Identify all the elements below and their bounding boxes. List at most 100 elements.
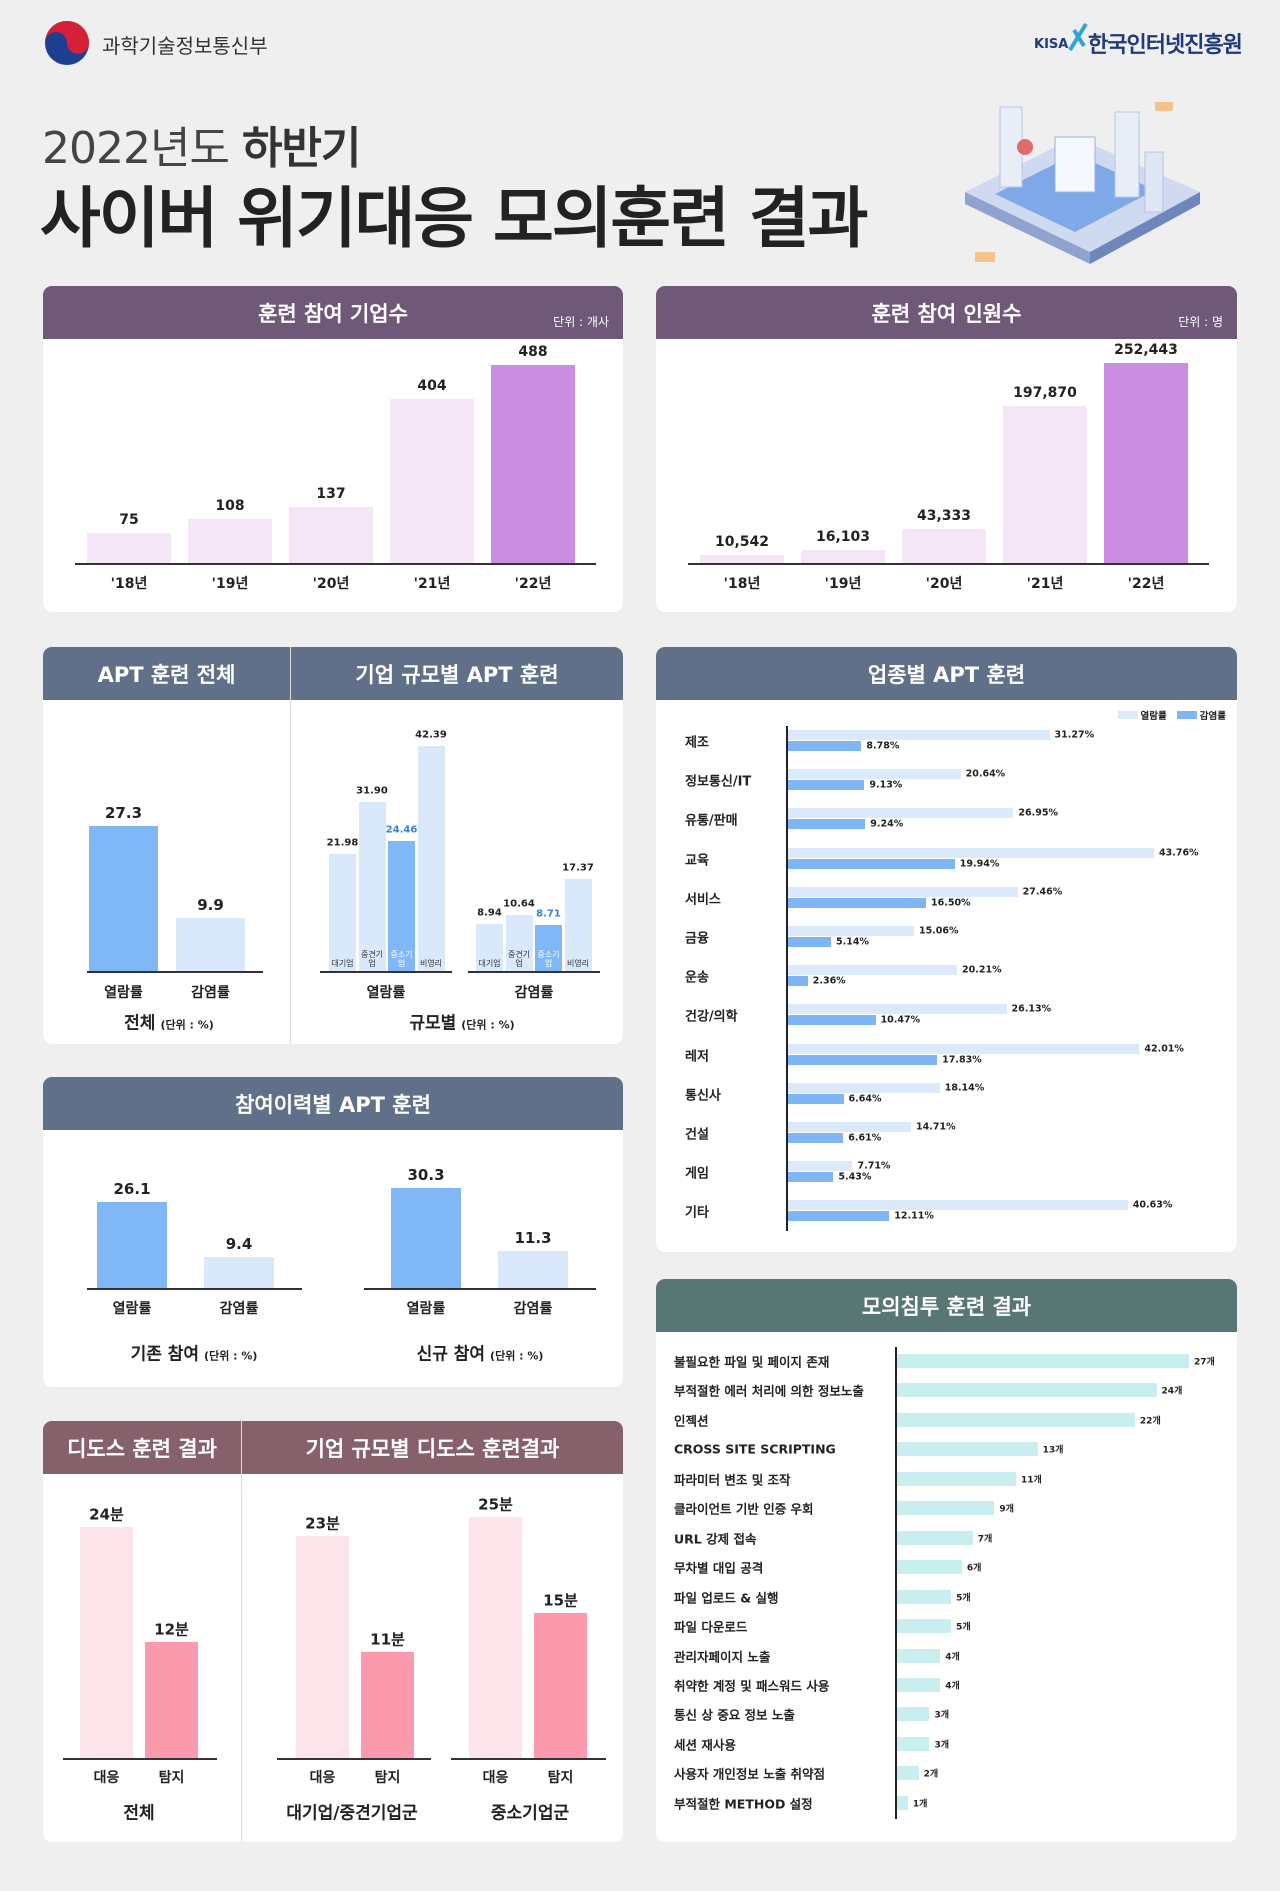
main-title: 사이버 위기대응 모의훈련 결과 xyxy=(40,180,868,257)
series-label: 중소기업 xyxy=(390,949,413,968)
baseline xyxy=(364,1288,596,1290)
y-tick-label: URL 강제 접속 xyxy=(674,1531,757,1547)
bar xyxy=(788,808,1014,819)
value-label: 9.4 xyxy=(225,1234,253,1253)
baseline xyxy=(87,971,263,973)
x-tick-label: 감염률 xyxy=(513,1301,553,1317)
value-label: 1개 xyxy=(912,1799,928,1810)
bar xyxy=(361,1651,414,1758)
bar: 대기업 xyxy=(329,854,356,971)
bar xyxy=(897,1795,908,1810)
x-tick-label: '19년 xyxy=(211,576,249,592)
value-label: 18.14% xyxy=(944,1082,985,1094)
bar xyxy=(788,1093,844,1104)
value-label: 108 xyxy=(215,498,245,515)
y-tick-label: 인젝션 xyxy=(674,1413,709,1429)
value-label: 27.46% xyxy=(1022,886,1063,898)
y-tick-label: 관리자페이지 노출 xyxy=(674,1649,771,1664)
value-label: 16,103 xyxy=(815,529,871,546)
bar xyxy=(897,1589,952,1604)
value-label: 488 xyxy=(518,344,548,360)
bar xyxy=(89,826,158,971)
y-tick-label: 파일 다운로드 xyxy=(674,1619,748,1635)
value-label: 12분 xyxy=(154,1620,189,1639)
bar xyxy=(788,937,831,947)
bar xyxy=(788,1122,912,1132)
series-label: 중견기업 xyxy=(507,949,531,968)
bar xyxy=(97,1201,167,1288)
bar xyxy=(788,1161,853,1172)
value-label: 5.14% xyxy=(835,936,869,948)
baseline xyxy=(451,1758,606,1760)
value-label: 17.83% xyxy=(942,1054,982,1066)
y-tick-label: 통신 상 중요 정보 노출 xyxy=(674,1707,795,1723)
caption-unit: (단위 : %) xyxy=(204,1349,258,1363)
value-label: 14.71% xyxy=(916,1121,956,1133)
legend-label: 감염률 xyxy=(1199,711,1226,722)
value-label: 4개 xyxy=(945,1652,960,1662)
y-tick-label: 금융 xyxy=(685,931,709,947)
x-tick-label: 열람률 xyxy=(406,1301,446,1317)
divider xyxy=(290,647,291,1044)
value-label: 27개 xyxy=(1194,1357,1215,1368)
bar xyxy=(788,965,958,976)
y-tick-label: 파일 업로드 & 실행 xyxy=(674,1590,779,1606)
bar xyxy=(897,1412,1135,1427)
y-tick-label: 제조 xyxy=(685,735,709,751)
value-label: 26.1 xyxy=(113,1179,151,1198)
x-tick-label: 감염률 xyxy=(191,985,230,1001)
bar xyxy=(897,1501,995,1516)
bar xyxy=(788,847,1154,858)
y-tick-label: 서비스 xyxy=(685,892,721,908)
bar xyxy=(498,1250,568,1288)
y-tick-label: 취약한 계정 및 패스워드 사용 xyxy=(674,1678,830,1694)
value-label: 5개 xyxy=(956,1593,971,1604)
y-tick-label: 레저 xyxy=(685,1049,709,1065)
baseline xyxy=(468,971,600,973)
value-label: 197,870 xyxy=(1013,385,1077,402)
panel-title: 훈련 참여 인원수 xyxy=(871,301,1022,326)
panel-title: 디도스 훈련 결과 xyxy=(67,1436,217,1461)
bar xyxy=(788,1082,940,1093)
y-tick-label: 부적절한 에러 처리에 의한 정보노출 xyxy=(674,1383,864,1399)
value-label: 24.46 xyxy=(385,824,418,836)
bar: 중견기업 xyxy=(358,801,386,971)
value-label: 16.50% xyxy=(931,897,971,909)
panel-title: APT 훈련 전체 xyxy=(97,662,236,687)
baseline xyxy=(87,1288,302,1290)
value-label: 43.76% xyxy=(1159,847,1199,859)
caption: 전체 xyxy=(123,1799,154,1824)
value-label: 26.95% xyxy=(1018,807,1058,819)
panel-header: 모의침투 훈련 결과 xyxy=(656,1279,1237,1332)
y-tick-label: 불필요한 파일 및 페이지 존재 xyxy=(674,1354,830,1370)
y-tick-label: 클라이언트 기반 인증 우회 xyxy=(674,1501,814,1517)
bar xyxy=(897,1530,973,1545)
bar xyxy=(788,1054,938,1065)
caption-unit: (단위 : %) xyxy=(490,1349,544,1363)
x-tick-label: '20년 xyxy=(925,576,963,592)
value-label: 404 xyxy=(417,378,447,395)
value-label: 21.98 xyxy=(326,837,359,849)
x-tick-label: 감염률 xyxy=(514,985,554,1001)
bar xyxy=(788,1200,1128,1211)
bar xyxy=(391,1188,461,1288)
panel-title: 훈련 참여 기업수 xyxy=(258,301,408,326)
bar xyxy=(788,976,808,987)
y-tick-label: 운송 xyxy=(685,970,709,986)
value-label: 5개 xyxy=(956,1622,971,1633)
divider xyxy=(241,1421,242,1842)
bar xyxy=(176,918,245,971)
baseline xyxy=(688,563,1209,565)
value-label: 27.3 xyxy=(104,804,143,822)
x-tick-label: 대응 xyxy=(309,1770,336,1786)
value-label: 26.13% xyxy=(1011,1003,1052,1015)
baseline xyxy=(75,563,596,565)
subtitle-year: 2022년도 xyxy=(42,123,230,174)
panel-title: 기업 규모별 APT 훈련 xyxy=(355,662,559,687)
x-tick-label: 대응 xyxy=(482,1770,509,1786)
bar xyxy=(700,554,784,563)
bar xyxy=(788,1211,890,1222)
panel-header: 업종별 APT 훈련 xyxy=(656,647,1237,700)
x-tick-label: 탐지 xyxy=(158,1770,185,1786)
bar xyxy=(1104,363,1188,563)
